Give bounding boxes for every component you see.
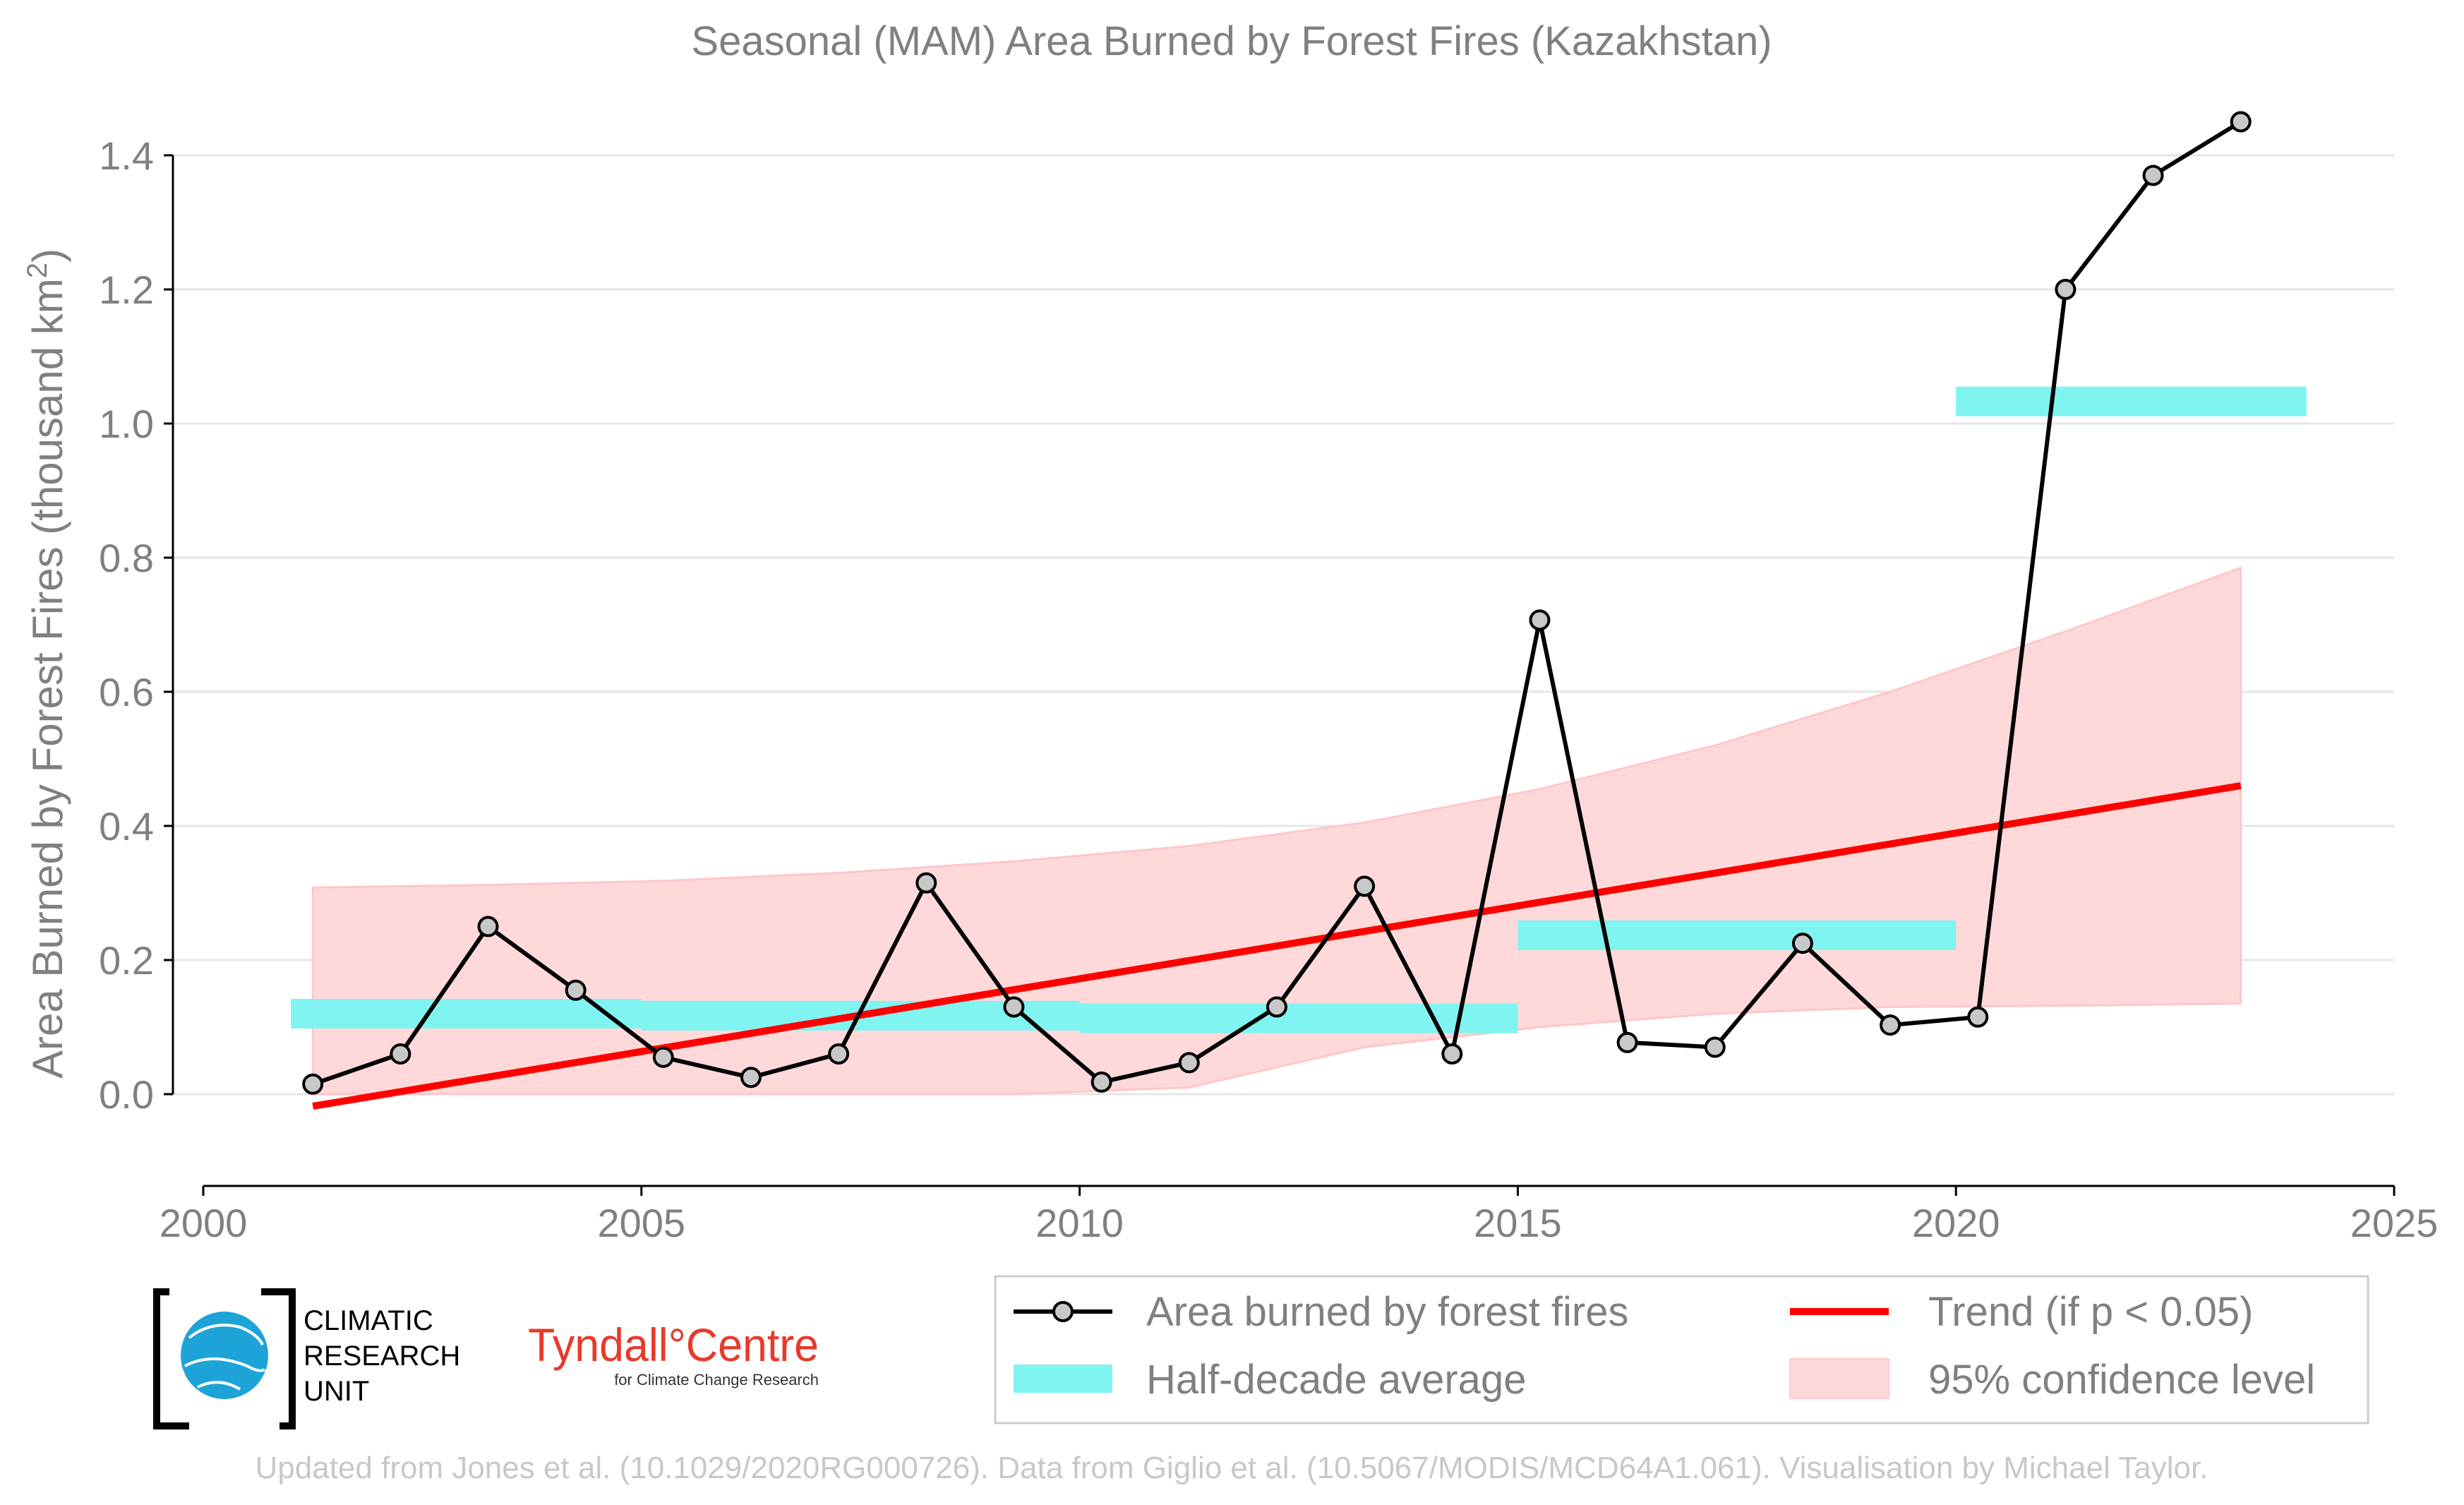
data-point-13 bbox=[1354, 875, 1376, 897]
cru-text-line-3: UNIT bbox=[304, 1376, 369, 1407]
half-decade-average-bar-3 bbox=[1079, 1003, 1518, 1033]
data-point-1 bbox=[302, 1073, 324, 1095]
legend-item-confidence: 95% confidence level bbox=[1789, 1357, 2315, 1403]
legend-confidence-swatch bbox=[1789, 1358, 1889, 1399]
data-point-8 bbox=[915, 872, 937, 894]
legend-series-marker bbox=[1052, 1301, 1074, 1322]
data-point-7 bbox=[828, 1043, 850, 1065]
data-point-19 bbox=[1880, 1014, 1901, 1036]
legend-label-confidence: 95% confidence level bbox=[1928, 1357, 2315, 1403]
legend-label-average: Half-decade average bbox=[1146, 1357, 1526, 1403]
y-tick-label-5: 1.0 bbox=[99, 402, 154, 446]
y-tick-label-0: 0.0 bbox=[99, 1072, 154, 1117]
y-tick-label-3: 0.6 bbox=[99, 670, 154, 714]
cru-text-line-2: RESEARCH bbox=[304, 1341, 460, 1372]
globe-icon bbox=[181, 1312, 268, 1399]
data-point-18 bbox=[1791, 933, 1813, 954]
axes: 0.0 0.2 0.4 0.6 0.8 1.0 1.2 1.4 2000 2005 2010 2015… bbox=[99, 133, 2438, 1245]
globe-lines-icon bbox=[184, 1324, 266, 1391]
cru-text-line-1: CLIMATIC bbox=[304, 1305, 433, 1336]
data-point-3 bbox=[477, 916, 499, 937]
data-point-12 bbox=[1266, 996, 1287, 1018]
data-point-14 bbox=[1441, 1043, 1463, 1065]
series-layer bbox=[302, 111, 2252, 1095]
data-point-10 bbox=[1090, 1071, 1112, 1093]
data-point-22 bbox=[2142, 164, 2164, 186]
y-tick-label-7: 1.4 bbox=[99, 133, 154, 178]
legend-average-swatch bbox=[1014, 1365, 1112, 1393]
tyndall-logo-subtitle: for Climate Change Research bbox=[614, 1371, 819, 1389]
data-point-23 bbox=[2230, 111, 2252, 133]
y-tick-label-6: 1.2 bbox=[99, 268, 154, 312]
trend-line bbox=[312, 782, 2242, 1110]
half-decade-average-bar-5 bbox=[1956, 386, 2307, 416]
data-point-5 bbox=[652, 1046, 674, 1068]
data-point-20 bbox=[1967, 1006, 1989, 1028]
legend-item-trend: Trend (if p < 0.05) bbox=[1790, 1289, 2253, 1335]
y-tick-label-1: 0.2 bbox=[99, 938, 154, 983]
confidence-band-layer bbox=[311, 566, 2242, 1096]
data-point-6 bbox=[740, 1067, 762, 1089]
y-axis-label-main: Area Burned by Forest Fires (thousand km bbox=[24, 278, 71, 1079]
cru-logo: CLIMATIC RESEARCH UNIT bbox=[153, 1288, 460, 1429]
data-point-4 bbox=[565, 979, 587, 1001]
cru-bracket-icon bbox=[153, 1288, 296, 1429]
y-axis-label-close: ) bbox=[24, 248, 71, 263]
data-point-16 bbox=[1616, 1031, 1638, 1053]
x-tick-label-4: 2020 bbox=[1912, 1201, 2000, 1245]
x-tick-label-0: 2000 bbox=[160, 1201, 248, 1245]
confidence-band bbox=[311, 566, 2242, 1096]
data-point-21 bbox=[2055, 279, 2077, 300]
y-tick-label-4: 0.8 bbox=[99, 536, 154, 580]
data-credit: Updated from Jones et al. (10.1029/2020R… bbox=[256, 1451, 2208, 1485]
half-decade-average-bar-1 bbox=[291, 999, 642, 1029]
x-tick-label-5: 2025 bbox=[2350, 1201, 2439, 1245]
half-decade-average-bar-4 bbox=[1518, 920, 1957, 950]
legend: Area burned by forest fires Trend (if p … bbox=[994, 1275, 2369, 1425]
x-tick-label-1: 2005 bbox=[598, 1201, 686, 1245]
trend-layer bbox=[312, 782, 2242, 1110]
x-tick-label-3: 2015 bbox=[1474, 1201, 1562, 1245]
tyndall-logo: Tyndall°Centre for Climate Change Resear… bbox=[528, 1319, 819, 1389]
data-point-17 bbox=[1704, 1036, 1726, 1058]
data-point-2 bbox=[390, 1043, 411, 1065]
legend-label-trend: Trend (if p < 0.05) bbox=[1928, 1289, 2253, 1335]
legend-frame bbox=[994, 1275, 2369, 1425]
legend-item-series: Area burned by forest fires bbox=[1014, 1289, 1628, 1335]
legend-label-series: Area burned by forest fires bbox=[1146, 1289, 1628, 1335]
data-point-9 bbox=[1003, 996, 1025, 1018]
x-tick-label-2: 2010 bbox=[1035, 1201, 1124, 1245]
legend-item-average: Half-decade average bbox=[1014, 1357, 1526, 1403]
y-axis-label-superscript: 2 bbox=[22, 263, 53, 278]
y-tick-label-2: 0.4 bbox=[99, 804, 154, 849]
y-axis-label: Area Burned by Forest Fires (thousand km… bbox=[22, 248, 71, 1079]
chart-title: Seasonal (MAM) Area Burned by Forest Fir… bbox=[691, 18, 1772, 64]
tyndall-logo-title: Tyndall°Centre bbox=[528, 1319, 819, 1371]
half-decade-average-layer bbox=[291, 386, 2307, 1033]
data-point-15 bbox=[1529, 609, 1551, 631]
data-point-11 bbox=[1178, 1052, 1200, 1074]
